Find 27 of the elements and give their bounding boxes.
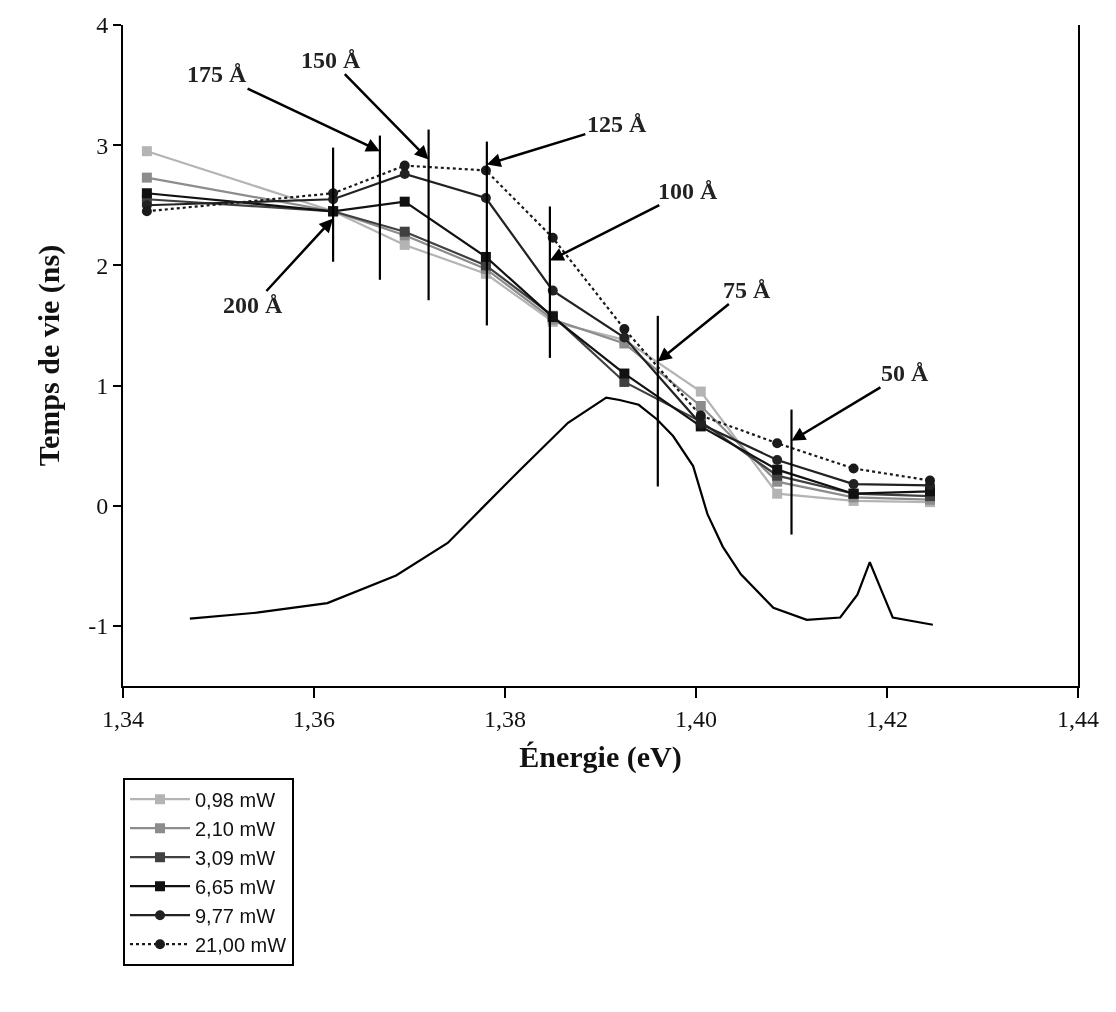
legend-label: 3,09 mW — [195, 847, 276, 870]
y-tick-label: -1 — [88, 613, 109, 640]
annotation: 125 Å — [587, 111, 647, 137]
x-tick-label: 1,38 — [484, 705, 526, 732]
legend-label: 9,77 mW — [195, 905, 276, 928]
annotation: 75 Å — [723, 277, 771, 303]
legend-label: 0,98 mW — [195, 789, 276, 812]
annotation: 200 Å — [223, 292, 283, 318]
x-axis-title: Énergie (eV) — [519, 739, 682, 774]
y-tick-label: 0 — [96, 493, 109, 520]
y-tick-label: 1 — [96, 372, 109, 399]
x-tick-label: 1,44 — [1057, 705, 1099, 732]
annotation: 150 Å — [301, 47, 361, 73]
y-tick-label: 4 — [96, 12, 109, 39]
legend-label: 21,00 mW — [195, 934, 287, 957]
x-tick-label: 1,40 — [675, 705, 717, 732]
y-axis-title: Temps de vie (ns) — [31, 244, 66, 467]
y-tick-label: 2 — [96, 252, 109, 279]
x-tick-label: 1,34 — [102, 705, 144, 732]
y-tick-label: 3 — [96, 132, 109, 159]
annotation: 175 Å — [187, 61, 247, 87]
annotation: 50 Å — [881, 360, 929, 386]
x-tick-label: 1,36 — [293, 705, 335, 732]
annotation: 100 Å — [658, 178, 718, 204]
legend-label: 2,10 mW — [195, 818, 276, 841]
legend-label: 6,65 mW — [195, 876, 276, 899]
x-tick-label: 1,42 — [866, 705, 908, 732]
